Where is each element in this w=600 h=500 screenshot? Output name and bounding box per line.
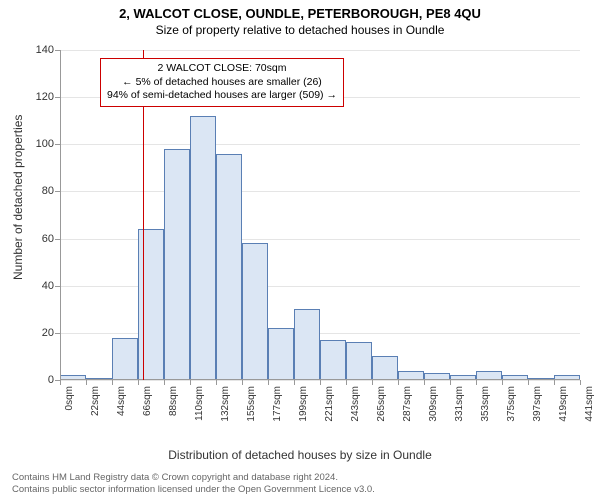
x-tick-label: 199sqm bbox=[298, 386, 309, 422]
histogram-bar bbox=[190, 116, 216, 380]
x-tick-label: 155sqm bbox=[246, 386, 257, 422]
y-tick-label: 140 bbox=[36, 44, 60, 56]
y-axis-label: Number of detached properties bbox=[11, 115, 25, 280]
x-tick-label: 88sqm bbox=[168, 386, 179, 416]
x-tick bbox=[502, 380, 503, 385]
y-axis-line bbox=[60, 50, 61, 380]
annotation-box: 2 WALCOT CLOSE: 70sqm← 5% of detached ho… bbox=[100, 58, 344, 107]
x-tick-label: 22sqm bbox=[90, 386, 101, 416]
x-tick bbox=[554, 380, 555, 385]
x-axis-label: Distribution of detached houses by size … bbox=[0, 448, 600, 462]
x-tick-label: 353sqm bbox=[480, 386, 491, 422]
x-tick-label: 331sqm bbox=[454, 386, 465, 422]
x-tick-label: 0sqm bbox=[64, 386, 75, 410]
x-tick-label: 44sqm bbox=[116, 386, 127, 416]
footer-line-1: Contains HM Land Registry data © Crown c… bbox=[12, 472, 375, 484]
y-tick-label: 0 bbox=[48, 374, 60, 386]
x-tick bbox=[372, 380, 373, 385]
y-tick-label: 120 bbox=[36, 91, 60, 103]
x-tick bbox=[398, 380, 399, 385]
annotation-line-3: 94% of semi-detached houses are larger (… bbox=[107, 89, 337, 103]
x-tick bbox=[190, 380, 191, 385]
chart-container: 2, WALCOT CLOSE, OUNDLE, PETERBOROUGH, P… bbox=[0, 0, 600, 500]
x-tick bbox=[580, 380, 581, 385]
footer-line-2: Contains public sector information licen… bbox=[12, 484, 375, 496]
plot-area: 0204060801001201400sqm22sqm44sqm66sqm88s… bbox=[60, 50, 580, 380]
histogram-bar bbox=[294, 309, 320, 380]
histogram-bar bbox=[320, 340, 346, 380]
histogram-bar bbox=[242, 243, 268, 380]
histogram-bar bbox=[112, 338, 138, 380]
x-tick-label: 132sqm bbox=[220, 386, 231, 422]
x-tick bbox=[268, 380, 269, 385]
grid-line bbox=[60, 144, 580, 145]
grid-line bbox=[60, 50, 580, 51]
histogram-bar bbox=[268, 328, 294, 380]
x-tick bbox=[60, 380, 61, 385]
histogram-bar bbox=[216, 154, 242, 380]
x-tick bbox=[528, 380, 529, 385]
x-tick-label: 375sqm bbox=[506, 386, 517, 422]
histogram-bar bbox=[346, 342, 372, 380]
grid-line bbox=[60, 191, 580, 192]
x-tick bbox=[424, 380, 425, 385]
x-tick bbox=[138, 380, 139, 385]
x-tick-label: 221sqm bbox=[324, 386, 335, 422]
x-tick bbox=[86, 380, 87, 385]
annotation-line-1: 2 WALCOT CLOSE: 70sqm bbox=[107, 62, 337, 76]
x-tick-label: 441sqm bbox=[584, 386, 595, 422]
x-tick bbox=[216, 380, 217, 385]
x-tick-label: 419sqm bbox=[558, 386, 569, 422]
y-tick-label: 60 bbox=[42, 233, 60, 245]
annotation-line-2: ← 5% of detached houses are smaller (26) bbox=[107, 76, 337, 90]
histogram-bar bbox=[372, 356, 398, 380]
x-tick bbox=[320, 380, 321, 385]
x-tick bbox=[242, 380, 243, 385]
y-tick-label: 20 bbox=[42, 327, 60, 339]
x-tick bbox=[346, 380, 347, 385]
x-tick-label: 265sqm bbox=[376, 386, 387, 422]
x-tick bbox=[294, 380, 295, 385]
y-tick-label: 100 bbox=[36, 138, 60, 150]
x-tick-label: 397sqm bbox=[532, 386, 543, 422]
x-tick-label: 309sqm bbox=[428, 386, 439, 422]
x-tick-label: 177sqm bbox=[272, 386, 283, 422]
x-tick bbox=[164, 380, 165, 385]
x-tick bbox=[476, 380, 477, 385]
x-tick bbox=[450, 380, 451, 385]
x-tick-label: 66sqm bbox=[142, 386, 153, 416]
x-tick bbox=[112, 380, 113, 385]
chart-title-main: 2, WALCOT CLOSE, OUNDLE, PETERBOROUGH, P… bbox=[0, 0, 600, 21]
y-tick-label: 40 bbox=[42, 280, 60, 292]
x-tick-label: 110sqm bbox=[194, 386, 205, 421]
histogram-bar bbox=[164, 149, 190, 380]
x-tick-label: 287sqm bbox=[402, 386, 413, 422]
x-tick-label: 243sqm bbox=[350, 386, 361, 422]
footer-attribution: Contains HM Land Registry data © Crown c… bbox=[12, 472, 375, 496]
x-axis-line bbox=[60, 379, 580, 380]
chart-title-sub: Size of property relative to detached ho… bbox=[0, 21, 600, 37]
y-tick-label: 80 bbox=[42, 185, 60, 197]
